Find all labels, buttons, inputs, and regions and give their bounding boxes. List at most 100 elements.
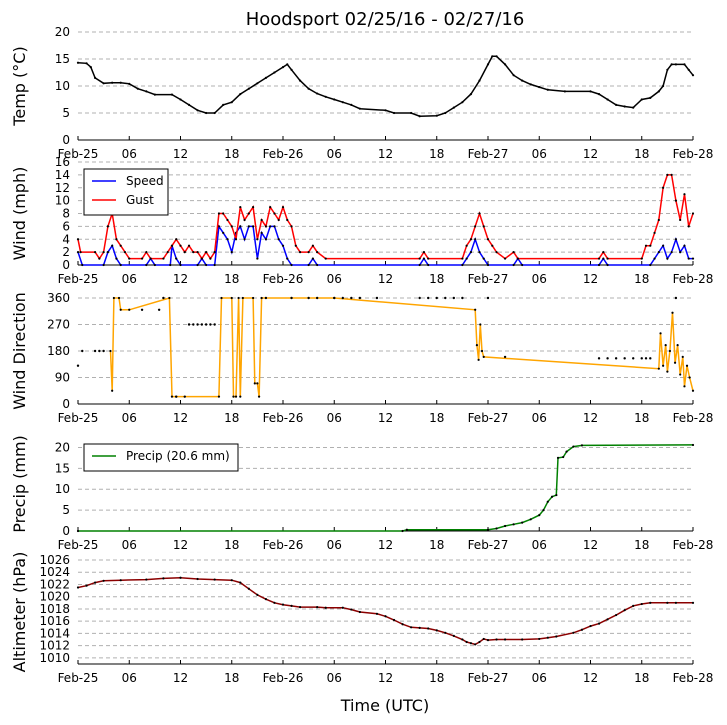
data-marker xyxy=(277,238,280,241)
x-tick-label: Feb-25 xyxy=(58,147,99,161)
data-marker xyxy=(358,610,361,614)
data-marker xyxy=(679,218,682,222)
data-marker xyxy=(427,257,430,260)
x-tick-label: 12 xyxy=(378,272,393,286)
data-marker xyxy=(234,238,238,241)
data-marker xyxy=(119,579,122,582)
x-tick-label: Feb-25 xyxy=(58,411,99,425)
data-marker xyxy=(350,608,353,611)
data-marker xyxy=(649,263,652,267)
x-tick-label: 06 xyxy=(122,411,137,425)
data-marker xyxy=(316,251,319,254)
data-marker xyxy=(290,68,293,71)
x-tick-label: 12 xyxy=(378,411,393,425)
data-marker xyxy=(589,90,592,93)
data-marker xyxy=(93,76,97,79)
x-tick-label: Feb-26 xyxy=(263,411,304,425)
x-tick-label: 06 xyxy=(532,411,547,425)
data-marker xyxy=(252,296,255,300)
data-marker xyxy=(117,296,121,300)
data-marker xyxy=(644,244,648,247)
data-point xyxy=(175,395,178,398)
y-tick-label: 15 xyxy=(55,461,70,475)
data-marker xyxy=(486,263,490,267)
data-marker xyxy=(205,251,208,254)
data-marker xyxy=(168,296,171,300)
x-tick-label: 06 xyxy=(122,671,137,685)
x-tick-label: 18 xyxy=(224,147,239,161)
data-marker xyxy=(478,79,481,82)
data-point xyxy=(157,308,161,311)
data-marker xyxy=(179,263,182,267)
data-marker xyxy=(217,395,221,398)
data-marker xyxy=(256,593,259,596)
data-marker xyxy=(247,587,250,590)
data-marker xyxy=(98,257,101,260)
data-marker xyxy=(562,455,565,459)
data-point xyxy=(350,296,353,300)
data-marker xyxy=(512,251,515,254)
data-point xyxy=(444,296,447,300)
y-tick-label: 20 xyxy=(55,25,70,39)
legend-label: Speed xyxy=(126,174,164,188)
data-point xyxy=(427,296,430,300)
data-marker xyxy=(260,231,263,234)
data-marker xyxy=(461,101,464,104)
data-marker xyxy=(649,244,652,247)
data-marker xyxy=(85,584,88,587)
data-marker xyxy=(615,103,618,106)
data-marker xyxy=(474,238,477,241)
data-marker xyxy=(632,106,635,109)
data-marker xyxy=(542,509,545,512)
data-marker xyxy=(269,225,272,228)
panel-temp: 0 5 10 15 20 Feb-25 06 12 18 Feb-26 06 12 18 Feb-27 06… xyxy=(10,25,713,161)
data-marker xyxy=(281,244,285,247)
data-marker xyxy=(286,63,289,66)
data-marker xyxy=(324,257,327,260)
x-tick-label: 18 xyxy=(634,147,649,161)
panel-precip: 0 5 10 15 20 Feb-25 06 12 18 Feb-26 06 12 18 Feb-27 06… xyxy=(10,435,713,552)
data-marker xyxy=(666,173,669,176)
data-marker xyxy=(183,251,186,254)
x-tick-label: 18 xyxy=(634,272,649,286)
data-marker xyxy=(597,622,601,625)
data-point xyxy=(76,364,80,367)
data-marker xyxy=(226,238,229,241)
data-marker xyxy=(687,257,690,260)
data-marker xyxy=(691,74,695,77)
data-marker xyxy=(461,263,464,267)
y-axis-label: Temp (°C) xyxy=(10,46,29,126)
data-point xyxy=(200,323,204,326)
data-point xyxy=(632,357,635,360)
x-tick-label: 06 xyxy=(327,671,342,685)
data-marker xyxy=(269,205,272,209)
data-marker xyxy=(477,358,480,361)
data-marker xyxy=(264,76,268,79)
data-marker xyxy=(256,238,259,241)
data-marker xyxy=(401,623,404,626)
data-marker xyxy=(230,225,233,228)
data-marker xyxy=(503,63,507,66)
x-tick-label: 18 xyxy=(224,272,239,286)
data-point xyxy=(213,323,216,326)
x-tick-label: 06 xyxy=(122,147,137,161)
data-marker xyxy=(119,244,122,247)
data-marker xyxy=(311,257,314,260)
data-marker xyxy=(521,521,524,524)
data-marker xyxy=(256,382,259,385)
data-marker xyxy=(239,581,242,584)
y-tick-label: 1010 xyxy=(39,651,70,665)
data-marker xyxy=(649,96,652,99)
data-marker xyxy=(239,395,242,398)
y-axis-label: Altimeter (hPa) xyxy=(10,552,29,673)
y-tick-label: 0 xyxy=(62,397,70,411)
data-marker xyxy=(76,529,80,533)
data-marker xyxy=(230,101,233,104)
data-marker xyxy=(691,443,695,447)
data-marker xyxy=(140,257,144,260)
data-marker xyxy=(486,528,490,531)
data-marker xyxy=(469,238,473,241)
x-tick-label: 06 xyxy=(532,671,547,685)
data-marker xyxy=(657,367,660,370)
